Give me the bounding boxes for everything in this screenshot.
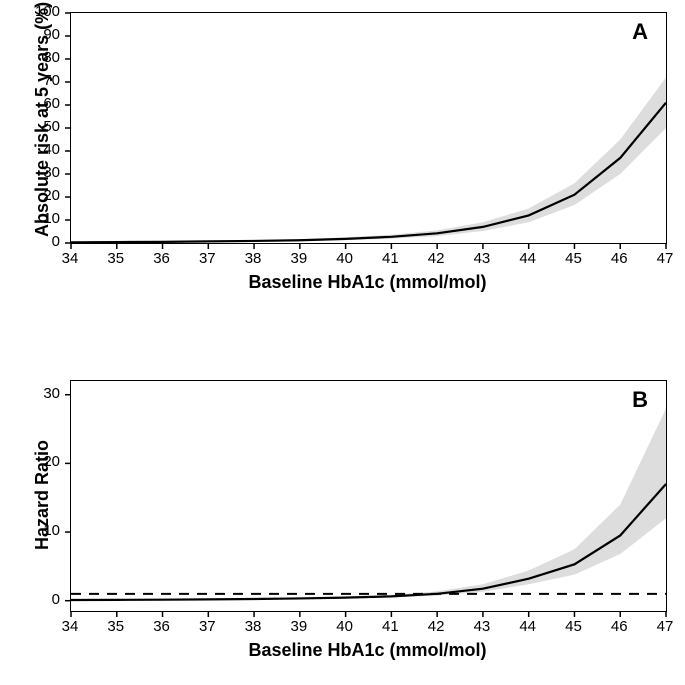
y-tick-label: 30 [26,164,60,181]
x-tick-label: 45 [558,250,588,267]
panel-b-letter: B [632,387,648,413]
y-tick-label: 40 [26,141,60,158]
y-tick-label: 100 [26,3,60,20]
x-tick-label: 38 [238,250,268,267]
y-tick-label: 10 [26,522,60,539]
x-tick-label: 43 [467,618,497,635]
x-tick-label: 47 [650,250,680,267]
x-tick-label: 44 [513,618,543,635]
y-tick-label: 60 [26,95,60,112]
y-tick-label: 50 [26,118,60,135]
x-tick-label: 41 [375,250,405,267]
y-tick-label: 20 [26,187,60,204]
x-tick-label: 43 [467,250,497,267]
x-tick-label: 36 [147,618,177,635]
y-tick-label: 30 [26,385,60,402]
x-tick-label: 38 [238,618,268,635]
x-tick-label: 40 [330,618,360,635]
y-tick-label: 0 [26,591,60,608]
x-tick-label: 42 [421,618,451,635]
panel-a-svg [71,13,666,243]
x-tick-label: 45 [558,618,588,635]
panel-a-plot-area: A [70,12,667,244]
panel-b-plot-area: B [70,380,667,612]
y-tick-label: 80 [26,49,60,66]
x-tick-label: 36 [147,250,177,267]
x-tick-label: 35 [101,250,131,267]
figure: A Absolute risk at 5 years (%) Baseline … [0,0,685,685]
ci-band [71,77,666,242]
x-tick-label: 44 [513,250,543,267]
x-tick-label: 46 [604,250,634,267]
x-tick-label: 37 [192,250,222,267]
panel-b-x-axis-label: Baseline HbA1c (mmol/mol) [70,640,665,661]
series-line [71,484,666,600]
y-tick-label: 90 [26,26,60,43]
panel-a-letter: A [632,19,648,45]
x-tick-label: 42 [421,250,451,267]
x-tick-label: 39 [284,618,314,635]
panel-b: B Hazard Ratio Baseline HbA1c (mmol/mol)… [70,380,665,665]
y-tick-label: 10 [26,210,60,227]
x-tick-label: 37 [192,618,222,635]
ci-band [71,408,666,600]
x-tick-label: 40 [330,250,360,267]
panel-b-svg [71,381,666,611]
x-tick-label: 35 [101,618,131,635]
y-tick-label: 0 [26,233,60,250]
panel-a: A Absolute risk at 5 years (%) Baseline … [70,12,665,297]
y-tick-label: 20 [26,453,60,470]
y-tick-label: 70 [26,72,60,89]
x-tick-label: 34 [55,618,85,635]
x-tick-label: 34 [55,250,85,267]
x-tick-label: 41 [375,618,405,635]
panel-a-x-axis-label: Baseline HbA1c (mmol/mol) [70,272,665,293]
x-tick-label: 46 [604,618,634,635]
series-line [71,103,666,243]
x-tick-label: 39 [284,250,314,267]
x-tick-label: 47 [650,618,680,635]
